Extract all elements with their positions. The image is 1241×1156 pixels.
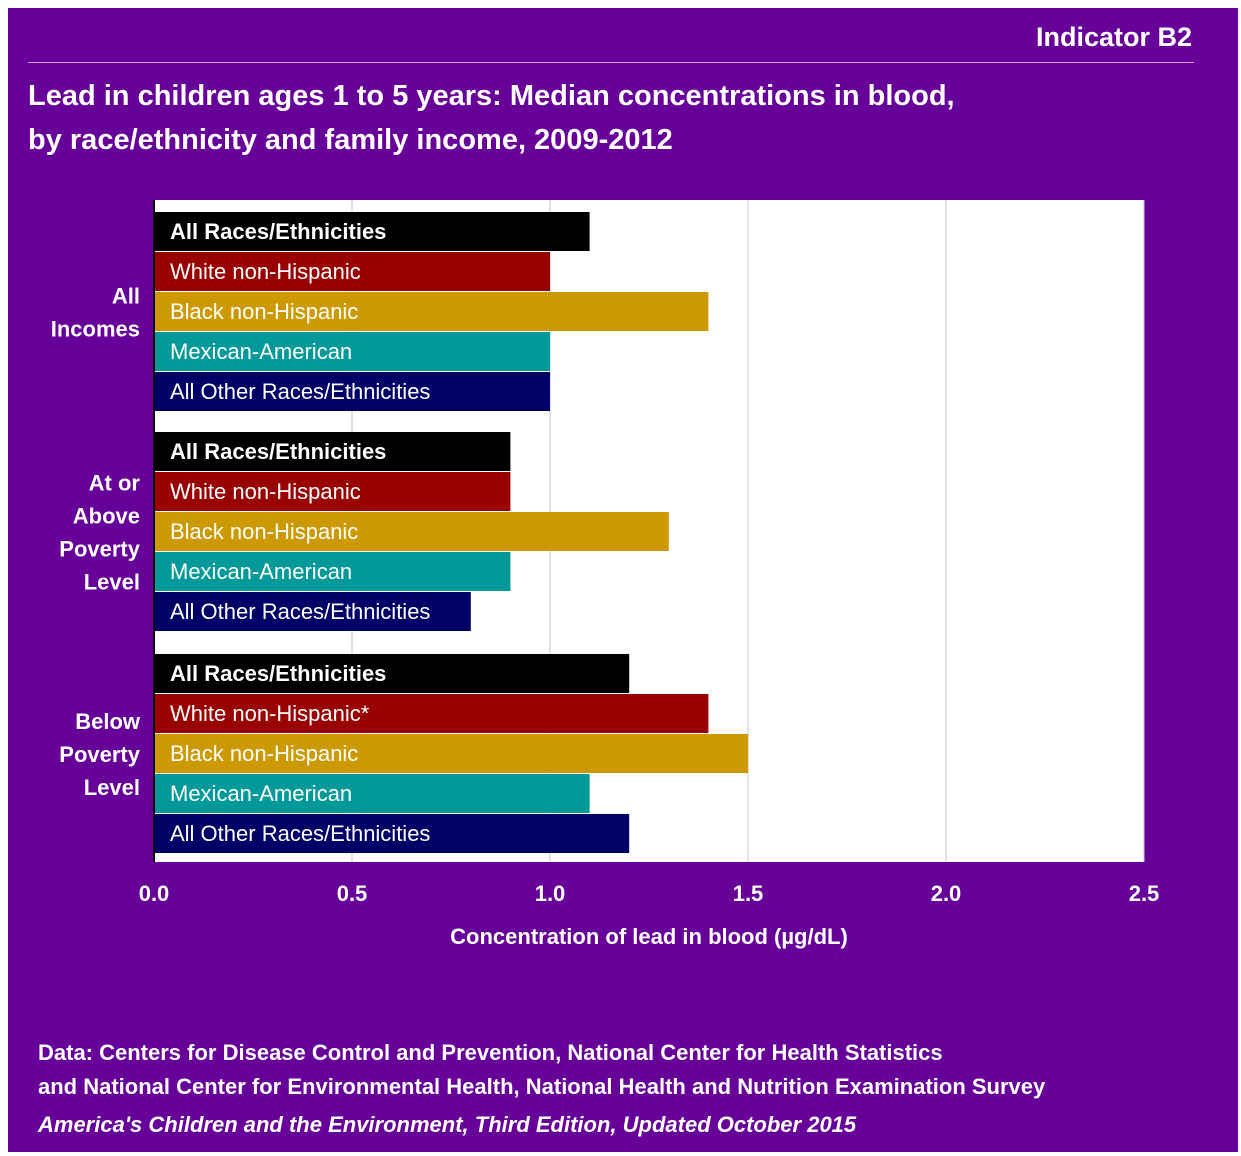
bar-label: White non-Hispanic* [170,701,370,726]
group-label: Poverty [59,742,140,767]
bar-label: Mexican-American [170,781,352,806]
bar-label: White non-Hispanic [170,259,361,284]
bar-label: Mexican-American [170,339,352,364]
bar [154,734,748,773]
bar [154,654,630,693]
bar [154,774,590,813]
header-rule [28,62,1194,63]
bar-label: Mexican-American [170,559,352,584]
figure-frame: Indicator B2 Lead in children ages 1 to … [8,8,1238,1152]
x-tick-label: 2.5 [1129,881,1160,906]
bar-label: All Races/Ethnicities [170,439,386,464]
bar-label: Black non-Hispanic [170,741,358,766]
bar [154,472,511,511]
x-tick-label: 1.5 [733,881,764,906]
source-line-3: America's Children and the Environment, … [38,1112,857,1137]
bar-label: Black non-Hispanic [170,519,358,544]
x-tick-label: 0.5 [337,881,368,906]
bar-label: White non-Hispanic [170,479,361,504]
x-tick-label: 0.0 [139,881,170,906]
group-label: At or [89,471,141,496]
bar [154,332,550,371]
bar [154,694,709,733]
x-tick-label: 1.0 [535,881,566,906]
bar-label: All Other Races/Ethnicities [170,821,430,846]
bar [154,432,511,471]
bar-label: All Races/Ethnicities [170,219,386,244]
bar [154,592,471,631]
source-line-1: Data: Centers for Disease Control and Pr… [38,1040,943,1065]
bar [154,292,709,331]
bar-label: All Other Races/Ethnicities [170,599,430,624]
group-label: Level [84,570,140,595]
group-label: All [112,284,140,309]
bar [154,372,550,411]
group-label: Below [75,709,141,734]
group-label: Above [73,504,140,529]
bar-label: Black non-Hispanic [170,299,358,324]
bar [154,512,669,551]
bar [154,212,590,251]
group-label: Level [84,775,140,800]
group-label: Poverty [59,537,140,562]
bar [154,252,550,291]
indicator-label: Indicator B2 [1035,22,1192,52]
chart-title-line1: Lead in children ages 1 to 5 years: Medi… [28,80,955,112]
bar-label: All Races/Ethnicities [170,661,386,686]
x-tick-label: 2.0 [931,881,962,906]
source-line-2: and National Center for Environmental He… [38,1074,1046,1099]
bar [154,814,630,853]
chart-title-line2: by race/ethnicity and family income, 200… [28,124,673,156]
bar-label: All Other Races/Ethnicities [170,379,430,404]
bar [154,552,511,591]
group-label: Incomes [51,317,140,342]
x-axis-label: Concentration of lead in blood (µg/dL) [450,924,848,949]
chart-title: Lead in children ages 1 to 5 years: Medi… [28,74,1148,162]
bar-chart: 0.0 0.5 1.0 1.5 2.0 2.5 All Races/Ethnicities W… [51,200,1160,949]
